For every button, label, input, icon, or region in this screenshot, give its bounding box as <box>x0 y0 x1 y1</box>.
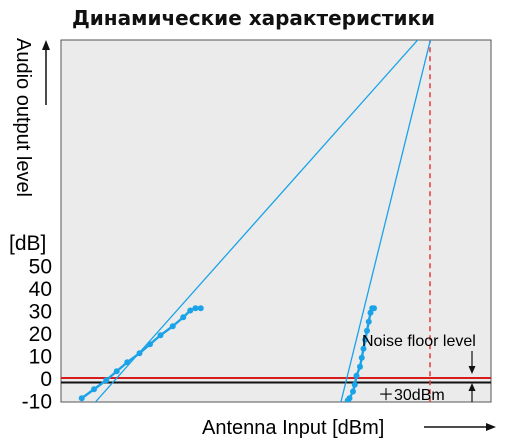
y-tick-label: 50 <box>29 256 52 279</box>
data-point-0-0 <box>78 395 85 402</box>
y-axis-arrow-head <box>42 40 50 50</box>
data-point-0-11 <box>192 305 199 312</box>
data-point-1-9 <box>364 327 370 334</box>
data-point-1-13 <box>371 305 377 312</box>
data-point-1-2 <box>350 388 356 395</box>
data-point-0-5 <box>136 350 143 357</box>
data-point-1-4 <box>353 372 360 379</box>
data-point-1-6 <box>358 354 365 361</box>
data-point-0-12 <box>197 305 204 312</box>
y-tick-label: 30 <box>29 301 52 324</box>
data-point-1-10 <box>365 318 372 325</box>
intersection-marker <box>427 26 434 33</box>
y-unit-label: [dB] <box>9 232 46 255</box>
y-tick-label: 0 <box>40 368 52 391</box>
x-axis-arrow-head <box>486 423 496 431</box>
y-tick-label: -10 <box>22 391 52 414</box>
data-point-0-2 <box>103 377 110 384</box>
y-tick-label: 40 <box>29 278 52 301</box>
data-point-0-3 <box>113 368 120 375</box>
data-point-1-8 <box>362 336 369 343</box>
data-point-0-4 <box>124 359 131 366</box>
noise-floor-label: Noise floor level <box>362 333 476 350</box>
offset-arrow-head <box>468 383 476 391</box>
data-point-0-6 <box>147 341 153 348</box>
data-point-0-8 <box>169 323 176 330</box>
data-point-1-3 <box>351 381 358 388</box>
offset-label: ＋30dBm <box>378 387 445 404</box>
x-axis-title: Antenna Input [dBm] <box>202 417 384 439</box>
plot-area <box>60 39 492 403</box>
y-tick-label: 10 <box>29 346 52 369</box>
data-point-1-1 <box>346 395 353 402</box>
data-point-1-11 <box>367 309 374 316</box>
y-tick-label: 20 <box>29 323 52 346</box>
noise-floor-arrow-head <box>468 366 476 374</box>
data-point-1-7 <box>360 345 367 352</box>
data-point-0-9 <box>180 314 187 321</box>
y-axis-title: Audio output level <box>12 38 34 197</box>
fit-line-1 <box>340 40 432 402</box>
data-point-0-7 <box>157 332 164 339</box>
data-point-0-10 <box>187 307 194 314</box>
chart-title: Динамические характеристики <box>71 6 436 30</box>
data-point-0-1 <box>91 386 97 393</box>
data-point-1-5 <box>357 363 363 370</box>
